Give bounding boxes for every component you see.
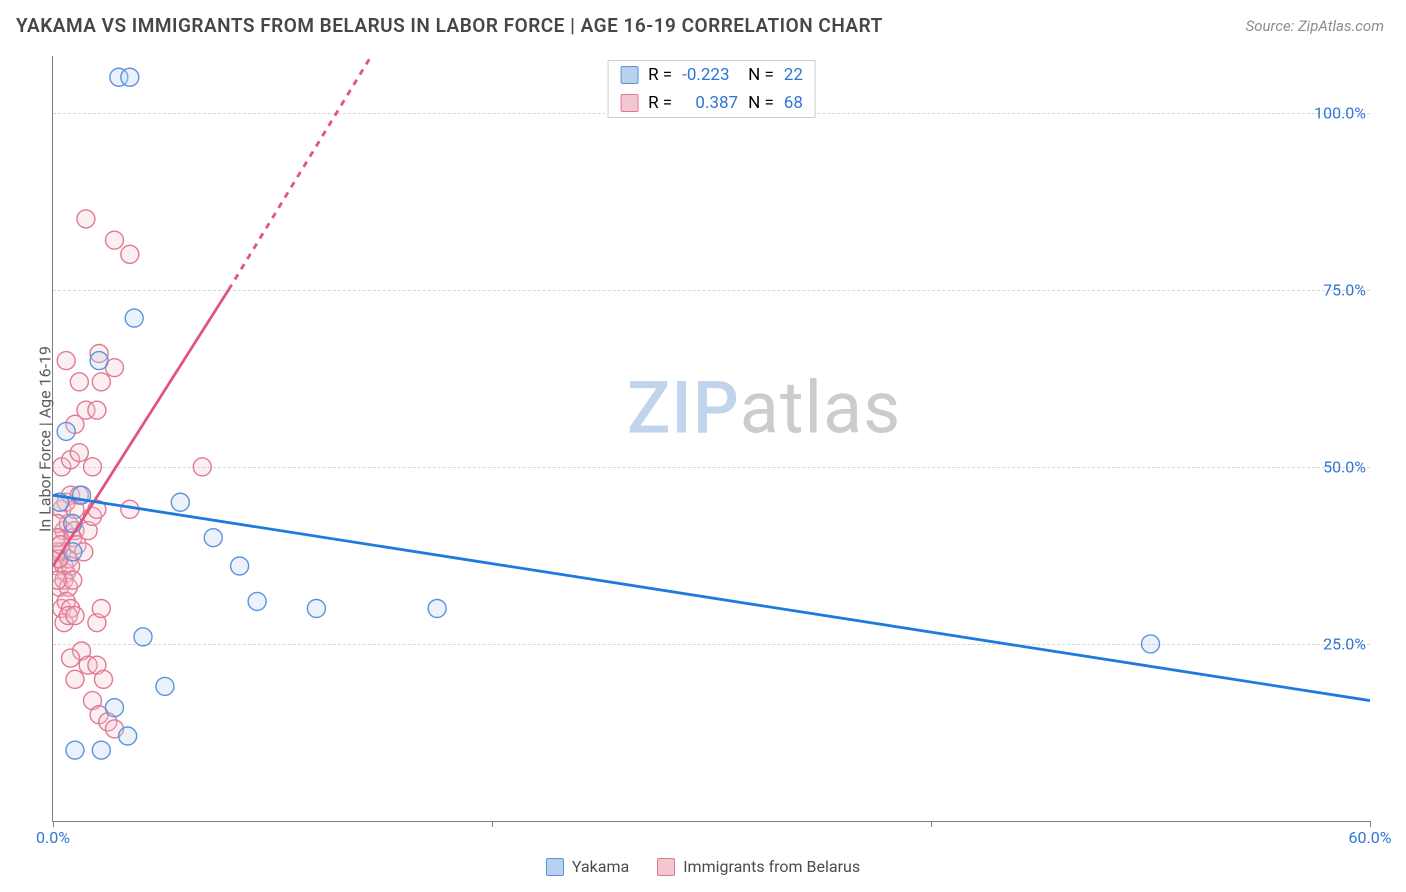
data-point [105, 699, 123, 717]
chart-header: YAKAMA VS IMMIGRANTS FROM BELARUS IN LAB… [0, 0, 1406, 45]
data-point [66, 607, 84, 625]
data-point [105, 231, 123, 249]
legend-row-a: R = -0.223 N = 22 [608, 61, 815, 89]
swatch-belarus [620, 94, 638, 112]
data-point [204, 529, 222, 547]
data-point [119, 727, 137, 745]
chart-source: Source: ZipAtlas.com [1246, 17, 1384, 35]
legend-r-value-a: -0.223 [682, 65, 738, 85]
x-tick-label: 60.0% [1349, 828, 1392, 847]
data-point [307, 600, 325, 618]
data-point [231, 557, 249, 575]
x-tick [931, 821, 932, 827]
data-point [57, 352, 75, 370]
swatch-yakama [620, 66, 638, 84]
legend-item-belarus: Immigrants from Belarus [657, 857, 860, 876]
x-tick [1370, 821, 1371, 827]
data-point [248, 592, 266, 610]
data-point [70, 373, 88, 391]
x-tick [53, 821, 54, 827]
data-point [94, 670, 112, 688]
data-point [134, 628, 152, 646]
data-point [121, 245, 139, 263]
data-point [92, 600, 110, 618]
plot-svg [53, 56, 1370, 821]
data-point [88, 401, 106, 419]
legend-n-label2: N = [748, 93, 774, 113]
swatch-yakama-icon [546, 858, 564, 876]
legend-r-value-b: 0.387 [682, 93, 738, 113]
data-point [171, 493, 189, 511]
data-point [66, 670, 84, 688]
data-point [193, 458, 211, 476]
data-point [428, 600, 446, 618]
plot-region: In Labor Force | Age 16-19 ZIPatlas R = … [52, 56, 1370, 822]
legend-row-b: R = 0.387 N = 68 [608, 89, 815, 117]
data-point [53, 571, 66, 589]
data-point [125, 309, 143, 327]
chart-area: In Labor Force | Age 16-19 ZIPatlas R = … [16, 48, 1390, 878]
data-point [92, 741, 110, 759]
legend-r-label: R = [648, 65, 672, 85]
legend-item-yakama: Yakama [546, 857, 629, 876]
legend-n-label: N = [748, 65, 774, 85]
legend-n-value-b: 68 [784, 93, 803, 113]
data-point [66, 741, 84, 759]
data-point [77, 210, 95, 228]
data-point [1142, 635, 1160, 653]
data-point [121, 68, 139, 86]
data-point [62, 649, 80, 667]
data-point [156, 677, 174, 695]
data-point [84, 458, 102, 476]
trend-line [229, 56, 372, 290]
data-point [70, 444, 88, 462]
chart-title: YAKAMA VS IMMIGRANTS FROM BELARUS IN LAB… [16, 14, 883, 37]
legend-label-yakama: Yakama [572, 857, 629, 876]
data-point [57, 422, 75, 440]
data-point [92, 373, 110, 391]
series-legend: Yakama Immigrants from Belarus [16, 857, 1390, 876]
swatch-belarus-icon [657, 858, 675, 876]
data-point [90, 352, 108, 370]
correlation-legend: R = -0.223 N = 22 R = 0.387 N = 68 [607, 60, 816, 118]
x-tick [492, 821, 493, 827]
x-tick-label: 0.0% [36, 828, 70, 847]
legend-label-belarus: Immigrants from Belarus [683, 857, 860, 876]
legend-n-value-a: 22 [784, 65, 803, 85]
legend-r-label2: R = [648, 93, 672, 113]
y-axis-label: In Labor Force | Age 16-19 [36, 345, 55, 531]
